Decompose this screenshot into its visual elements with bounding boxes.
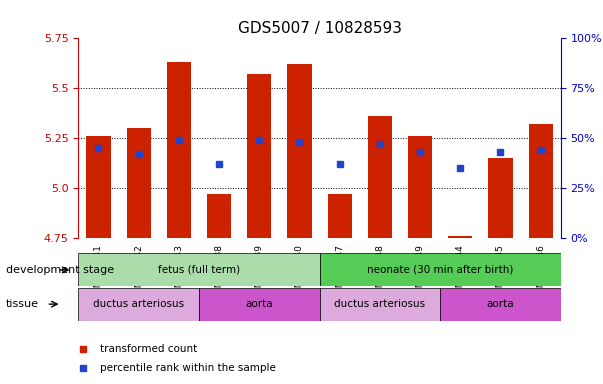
Bar xyxy=(167,62,191,238)
Bar xyxy=(320,253,561,286)
Bar xyxy=(288,65,312,238)
Text: aorta: aorta xyxy=(487,299,514,310)
Text: fetus (full term): fetus (full term) xyxy=(158,265,240,275)
Text: transformed count: transformed count xyxy=(100,344,197,354)
Bar xyxy=(440,288,561,321)
Text: tissue: tissue xyxy=(6,299,39,309)
Bar xyxy=(127,128,151,238)
Text: percentile rank within the sample: percentile rank within the sample xyxy=(100,363,276,373)
Bar xyxy=(86,136,110,238)
Bar xyxy=(320,288,440,321)
Text: ductus arteriosus: ductus arteriosus xyxy=(334,299,426,310)
Bar xyxy=(247,74,271,238)
Bar xyxy=(368,116,392,238)
Bar xyxy=(448,236,472,238)
Bar xyxy=(207,194,231,238)
Title: GDS5007 / 10828593: GDS5007 / 10828593 xyxy=(238,21,402,36)
Bar xyxy=(78,288,199,321)
Bar xyxy=(78,253,320,286)
Bar xyxy=(408,136,432,238)
Text: neonate (30 min after birth): neonate (30 min after birth) xyxy=(367,265,513,275)
Text: development stage: development stage xyxy=(6,265,114,275)
Bar xyxy=(199,288,320,321)
Bar xyxy=(529,124,553,238)
Text: aorta: aorta xyxy=(245,299,273,310)
Text: ductus arteriosus: ductus arteriosus xyxy=(93,299,185,310)
Bar xyxy=(488,158,513,238)
Bar xyxy=(327,194,352,238)
